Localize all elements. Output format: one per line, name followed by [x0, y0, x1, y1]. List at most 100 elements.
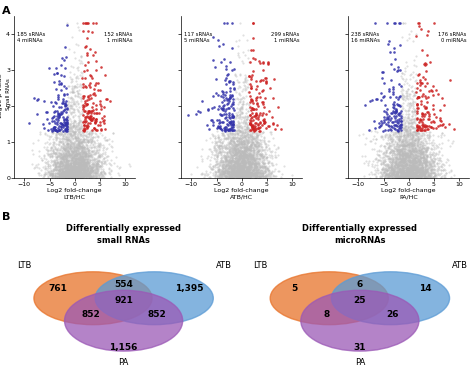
- Point: [53, 86, 60, 92]
- Point: [81, 156, 89, 163]
- Point: [233, 169, 240, 176]
- Point: [237, 128, 245, 134]
- Point: [212, 169, 219, 175]
- Point: [84, 147, 92, 153]
- Point: [92, 117, 100, 123]
- Point: [246, 81, 253, 87]
- Point: [53, 134, 60, 140]
- Point: [399, 155, 406, 162]
- Point: [398, 125, 406, 131]
- Point: [242, 83, 249, 89]
- Point: [237, 155, 244, 161]
- Point: [429, 174, 437, 180]
- Point: [387, 169, 395, 176]
- Point: [408, 164, 415, 171]
- Point: [417, 156, 424, 162]
- Point: [419, 137, 427, 143]
- Point: [234, 166, 242, 172]
- Point: [228, 169, 236, 175]
- Point: [414, 123, 421, 130]
- Point: [441, 172, 449, 178]
- Point: [393, 163, 401, 170]
- Point: [409, 163, 417, 169]
- Point: [58, 168, 65, 174]
- Point: [409, 165, 417, 171]
- Point: [243, 169, 250, 175]
- Point: [221, 127, 229, 133]
- Point: [79, 165, 86, 171]
- Point: [237, 138, 245, 145]
- Point: [251, 56, 258, 62]
- Point: [244, 116, 251, 122]
- Point: [248, 153, 255, 160]
- Point: [396, 132, 403, 139]
- Point: [52, 163, 60, 170]
- Point: [105, 165, 112, 171]
- Point: [246, 174, 254, 181]
- Point: [65, 171, 73, 177]
- Point: [78, 165, 86, 171]
- Point: [411, 112, 419, 118]
- Point: [228, 149, 236, 156]
- Point: [403, 90, 411, 96]
- Point: [398, 169, 406, 175]
- Point: [379, 171, 387, 177]
- Point: [377, 142, 384, 148]
- Point: [239, 98, 247, 104]
- Point: [84, 165, 92, 171]
- Point: [85, 133, 93, 140]
- Point: [399, 76, 407, 82]
- Point: [387, 164, 395, 170]
- Point: [389, 166, 397, 172]
- Point: [67, 166, 75, 172]
- Point: [67, 174, 74, 180]
- Point: [422, 170, 429, 176]
- Point: [430, 173, 438, 180]
- Point: [213, 139, 221, 145]
- Point: [255, 160, 263, 166]
- Point: [82, 98, 89, 105]
- Point: [73, 156, 81, 162]
- Point: [67, 163, 74, 170]
- Point: [71, 93, 78, 99]
- Point: [77, 159, 84, 165]
- Point: [69, 155, 76, 161]
- Point: [243, 173, 250, 179]
- Point: [243, 124, 251, 131]
- Point: [415, 143, 422, 150]
- Point: [421, 60, 428, 67]
- Point: [233, 138, 241, 144]
- Point: [224, 162, 232, 169]
- Point: [60, 174, 68, 180]
- Point: [228, 168, 236, 174]
- Point: [63, 141, 71, 147]
- Point: [427, 162, 435, 168]
- Point: [396, 147, 404, 153]
- Point: [257, 141, 264, 147]
- Point: [222, 170, 230, 176]
- Point: [224, 166, 231, 172]
- Point: [397, 158, 405, 164]
- Point: [428, 166, 436, 172]
- Point: [417, 80, 425, 86]
- Point: [262, 173, 269, 179]
- Point: [258, 172, 266, 179]
- Point: [412, 136, 420, 142]
- Point: [227, 115, 234, 121]
- Point: [61, 132, 69, 139]
- Point: [66, 173, 73, 179]
- Point: [427, 166, 434, 172]
- Point: [75, 143, 83, 149]
- Point: [404, 152, 412, 159]
- Point: [99, 142, 107, 148]
- Point: [59, 160, 67, 166]
- Point: [391, 165, 398, 171]
- Point: [384, 115, 392, 121]
- Point: [399, 159, 406, 165]
- Point: [412, 146, 419, 152]
- Point: [246, 143, 254, 149]
- Point: [410, 158, 417, 164]
- Point: [237, 156, 244, 162]
- Point: [245, 81, 252, 87]
- Point: [426, 174, 434, 180]
